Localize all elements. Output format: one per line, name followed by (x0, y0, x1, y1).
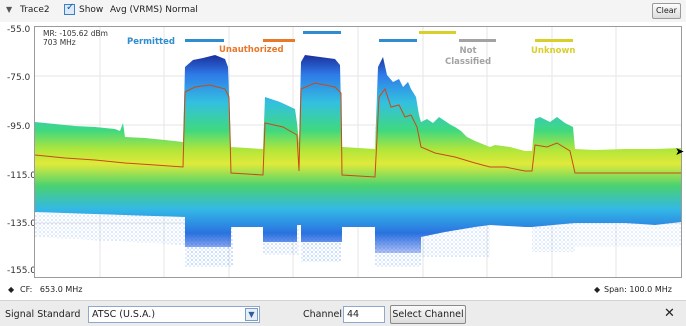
y-label: -115.0 (7, 171, 37, 181)
unknown-bar (535, 39, 573, 42)
signal-standard-label: Signal Standard (5, 309, 81, 320)
not-classified-bar (459, 39, 496, 42)
average-trace (35, 82, 681, 178)
frequency-footer: ◆ CF: 653.0 MHz ◆ Span: 100.0 MHz (0, 282, 686, 298)
y-label: -55.0 (7, 25, 31, 35)
chevron-down-icon[interactable]: ▼ (6, 5, 13, 14)
cf-label: CF: (20, 285, 33, 294)
show-checkbox[interactable] (64, 2, 75, 15)
marker-readout: MR: -105.62 dBm 703 MHz (43, 29, 108, 47)
trace-toolbar: ▼ Trace2 Show Avg (VRMS) Normal Clear (0, 0, 686, 22)
channel-controls: Signal Standard ATSC (U.S.A.) ▼ Channel … (0, 300, 686, 326)
y-label: -95.0 (7, 122, 31, 132)
cf-value: 653.0 MHz (39, 285, 83, 294)
span-value: Span: 100.0 MHz (604, 285, 672, 294)
marker-arrow-icon[interactable]: ➤ (675, 145, 685, 158)
signal-standard-value: ATSC (U.S.A.) (92, 309, 156, 320)
annotation-unauthorized: Unauthorized (219, 45, 284, 55)
detection-mode: Avg (VRMS) Normal (110, 5, 198, 15)
clear-button[interactable]: Clear (652, 3, 681, 19)
annotation-unknown: Unknown (531, 46, 576, 56)
select-channel-button[interactable]: Select Channel (390, 305, 466, 324)
marker-level: MR: -105.62 dBm (43, 29, 108, 38)
y-label: -155.0 (7, 266, 37, 276)
unknown-bar (419, 31, 456, 34)
annotation-permitted: Permitted (127, 37, 175, 47)
marker-frequency: 703 MHz (43, 38, 76, 47)
signal-standard-dropdown[interactable]: ATSC (U.S.A.) ▼ (88, 306, 260, 323)
channel-input[interactable]: 44 (343, 306, 385, 323)
channel-label: Channel (303, 309, 343, 320)
y-label: -135.0 (7, 219, 37, 229)
center-frequency: CF: 653.0 MHz (20, 285, 82, 294)
cf-handle-icon[interactable]: ◆ (8, 285, 15, 294)
permitted-bar (379, 39, 417, 42)
unauthorized-bar (263, 39, 295, 42)
annotation-not-classified: Not Classified (445, 46, 492, 67)
spectrum-plot[interactable]: MR: -105.62 dBm 703 MHz Permitted Unauth… (34, 26, 685, 278)
permitted-bar (185, 39, 224, 42)
permitted-bar (303, 31, 341, 34)
trace-name[interactable]: Trace2 (20, 5, 50, 15)
show-label: Show (79, 5, 104, 15)
spectrum-display (35, 27, 681, 277)
close-icon[interactable]: ✕ (664, 306, 675, 321)
y-label: -75.0 (7, 73, 31, 83)
spectrum-trace (35, 55, 681, 253)
span-handle-icon[interactable]: ◆ (594, 285, 601, 294)
chevron-down-icon[interactable]: ▼ (245, 308, 258, 321)
